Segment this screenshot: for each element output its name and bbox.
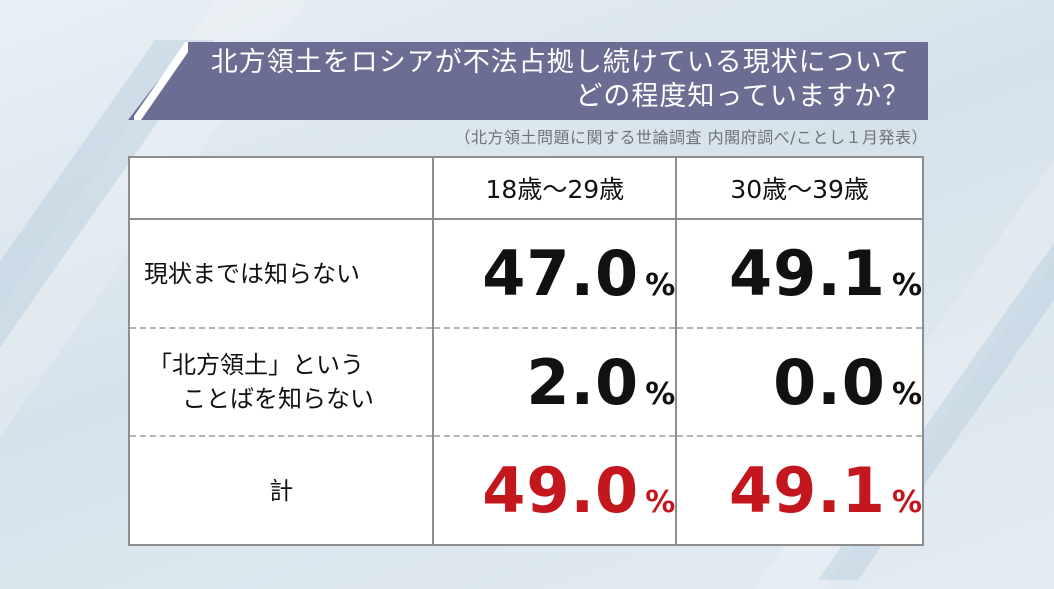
source-note: （北方領土問題に関する世論調査 内閣府調べ/ことし１月発表） <box>454 128 928 147</box>
table-row-total: 計 49.0% 49.1% <box>129 436 923 545</box>
title-slash-mark <box>134 42 188 120</box>
title-banner <box>128 42 928 120</box>
value-number: 0.0 <box>773 345 886 419</box>
question-line-2: どの程度知っていますか？ <box>575 81 910 112</box>
results-table: 18歳～29歳 30歳～39歳 現状までは知らない 47.0% 49.1% 「北… <box>128 156 924 546</box>
value-cell: 2.0% <box>432 327 677 438</box>
total-value-number: 49.1 <box>728 454 886 528</box>
value-cell: 49.1% <box>675 219 923 329</box>
table-row: 現状までは知らない 47.0% 49.1% <box>129 219 923 329</box>
percent-sign: % <box>645 268 676 304</box>
value-number: 49.1 <box>728 237 886 311</box>
percent-sign: % <box>891 268 922 304</box>
survey-question: 北方領土をロシアが不法占拠し続けている現状について どの程度知っていますか？ <box>200 46 910 114</box>
total-value-cell: 49.0% <box>432 436 677 545</box>
row-label-line-2: ことばを知らない <box>182 385 374 414</box>
table-row: 「北方領土」という ことばを知らない 2.0% 0.0% <box>129 327 923 438</box>
row-label-total: 計 <box>129 436 433 545</box>
percent-sign: % <box>891 376 922 412</box>
column-header-30-39: 30歳～39歳 <box>675 157 923 221</box>
total-value-cell: 49.1% <box>675 436 923 545</box>
value-cell: 0.0% <box>675 327 923 438</box>
value-number: 47.0 <box>482 237 640 311</box>
value-cell: 47.0% <box>432 219 677 329</box>
row-label-text: 現状までは知らない <box>144 259 360 288</box>
row-label-text: 計 <box>269 476 294 505</box>
percent-sign: % <box>891 485 922 521</box>
row-label-unaware-of-status: 現状までは知らない <box>129 219 434 329</box>
percent-sign: % <box>645 376 676 412</box>
value-number: 2.0 <box>526 345 640 419</box>
row-label-unaware-of-term: 「北方領土」という ことばを知らない <box>129 327 434 438</box>
header-row: 18歳～29歳 30歳～39歳 <box>129 157 923 221</box>
percent-sign: % <box>645 485 676 521</box>
question-line-1: 北方領土をロシアが不法占拠し続けている現状について <box>210 47 910 78</box>
total-value-number: 49.0 <box>482 454 640 528</box>
header-empty-cell <box>129 157 434 221</box>
row-label-line-1: 「北方領土」という <box>148 351 364 380</box>
column-header-18-29: 18歳～29歳 <box>432 157 677 221</box>
